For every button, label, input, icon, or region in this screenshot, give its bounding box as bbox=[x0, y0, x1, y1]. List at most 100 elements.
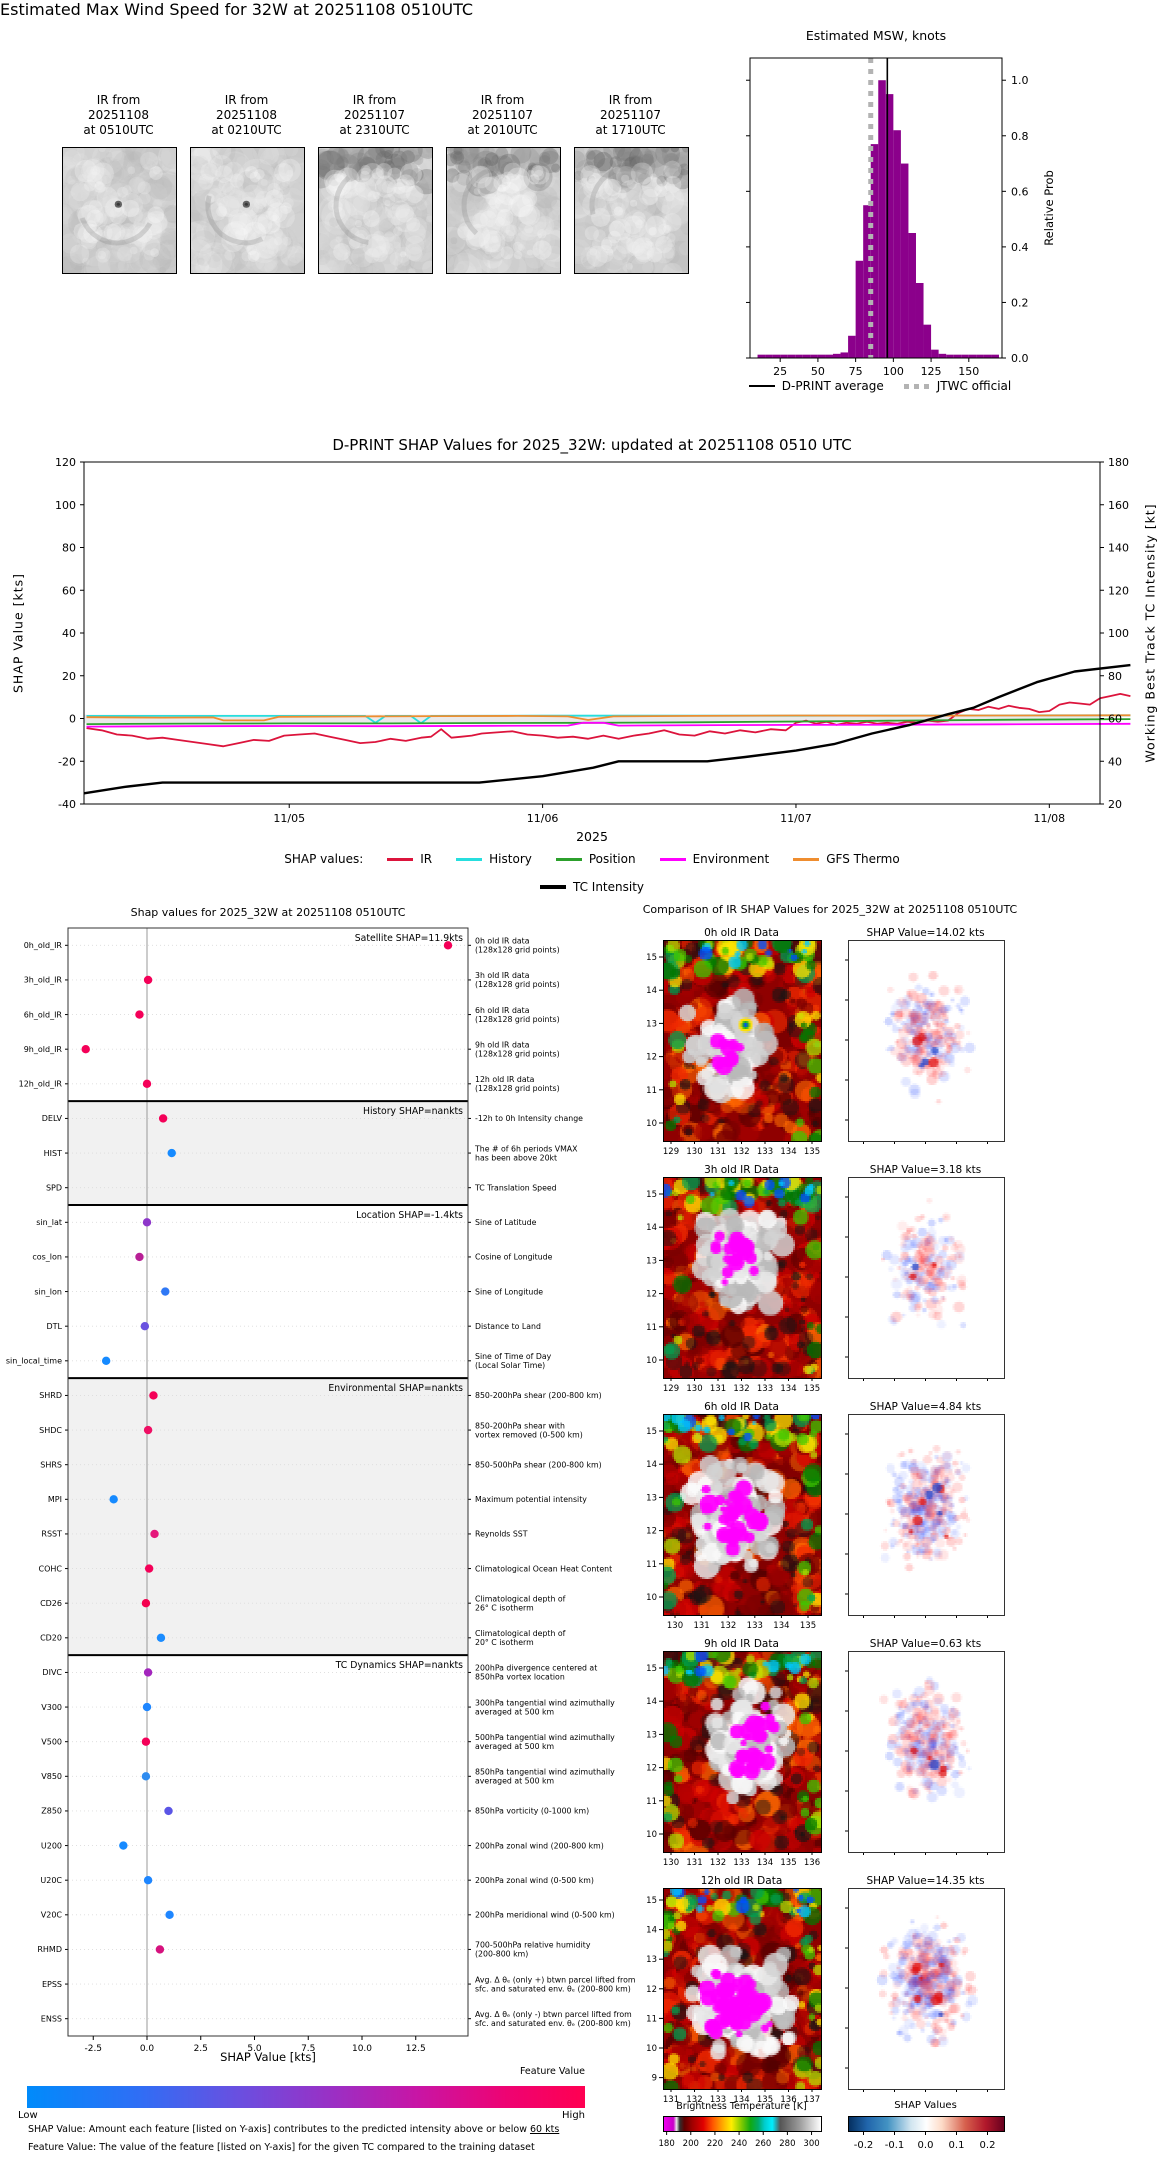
feature-description: vortex removed (0-500 km) bbox=[475, 1430, 583, 1439]
feature-label: DTL bbox=[46, 1322, 62, 1331]
shap-dot-V20C bbox=[165, 1910, 174, 1920]
ir-map-ytick-label: 12 bbox=[646, 1985, 657, 1995]
ir-map-xtick-label: 134 bbox=[757, 1858, 773, 1868]
ir-map-xtick-label: 134 bbox=[773, 1621, 789, 1631]
histogram-bar bbox=[772, 354, 781, 358]
legend-item-dprint-average: D-PRINT average bbox=[748, 379, 884, 393]
shap-map-image bbox=[848, 1651, 1005, 1853]
ir-map-xtick-label: 131 bbox=[710, 1384, 726, 1394]
jtwc-official-line-swatch bbox=[903, 383, 930, 389]
shap-map-image bbox=[848, 1177, 1005, 1379]
legend-item-Position: Position bbox=[555, 852, 636, 866]
histogram-bar bbox=[946, 354, 954, 358]
series-line-Environment bbox=[86, 721, 1131, 728]
feature-description: 200hPa zonal wind (0-500 km) bbox=[475, 1876, 594, 1885]
ir-comparison-title: Comparison of IR SHAP Values for 2025_32… bbox=[642, 903, 1018, 916]
shap-map-image bbox=[848, 940, 1005, 1142]
shap-map-title: SHAP Value=14.02 kts bbox=[866, 927, 984, 939]
shap-dot-Z850 bbox=[164, 1806, 173, 1816]
feature-description: 300hPa tangential wind azimuthally bbox=[475, 1698, 615, 1707]
histogram-bar bbox=[765, 354, 773, 358]
feature-description: -12h to 0h Intensity change bbox=[475, 1114, 583, 1123]
dotplot-xtick-label: 12.5 bbox=[406, 2044, 426, 2054]
feature-description: has been above 20kt bbox=[475, 1153, 557, 1162]
feature-description: (128x128 grid points) bbox=[475, 1084, 560, 1093]
shap-dot-DTL bbox=[140, 1321, 150, 1331]
bt-colorbar-tick-label: 200 bbox=[683, 2139, 699, 2149]
dotplot-xtick-label: 7.5 bbox=[301, 2044, 315, 2054]
feature-label: SHRS bbox=[40, 1460, 62, 1469]
ir-map-ytick-label: 15 bbox=[646, 1427, 657, 1437]
section-annotation: Environmental SHAP=nankts bbox=[328, 1383, 463, 1394]
featurevalue-colorbar-low-label: Low bbox=[18, 2110, 38, 2121]
feature-label: cos_lon bbox=[32, 1253, 62, 1262]
legend-item-Environment: Environment bbox=[659, 852, 769, 866]
ir-map-xtick-label: 137 bbox=[804, 2095, 820, 2105]
ir-thumb-label: IR from bbox=[97, 93, 141, 107]
feature-description: (200-800 km) bbox=[475, 1950, 528, 1959]
shap-dot-RHMD bbox=[155, 1945, 165, 1954]
ir-map-ytick-label: 15 bbox=[646, 1896, 657, 1906]
bt-colorbar-tick-label: 240 bbox=[731, 2139, 747, 2149]
feature-description: Sine of Time of Day bbox=[475, 1352, 552, 1361]
feature-description: 850-500hPa shear (200-800 km) bbox=[475, 1460, 602, 1469]
histogram-frame bbox=[749, 57, 1003, 359]
shap-dot-V850 bbox=[141, 1772, 151, 1781]
histogram-bar bbox=[900, 163, 909, 358]
ir-map-xtick-label: 132 bbox=[733, 1384, 749, 1394]
feature-label: EPSS bbox=[42, 1980, 62, 1989]
feature-description: Avg. Δ θₑ (only -) btwn parcel lifted fr… bbox=[475, 2010, 632, 2019]
legend-label: JTWC official bbox=[936, 379, 1012, 393]
dotplot-xtick-label: 0.0 bbox=[140, 2044, 155, 2054]
ir-thumb-label: 20251107 bbox=[472, 108, 533, 122]
feature-label: 9h_old_IR bbox=[24, 1045, 63, 1054]
timeseries-ytick-left: 100 bbox=[55, 499, 76, 512]
histogram-bar bbox=[976, 354, 984, 358]
histogram-bar bbox=[991, 354, 999, 358]
ir-thumb-label: IR from bbox=[609, 93, 653, 107]
timeseries-ytick-right: 120 bbox=[1108, 584, 1129, 597]
section-annotation: Location SHAP=-1.4kts bbox=[356, 1210, 463, 1221]
timeseries-ytick-right: 160 bbox=[1108, 499, 1129, 512]
ir-thumb-label: at 0510UTC bbox=[83, 123, 153, 137]
histogram-bar bbox=[817, 354, 826, 358]
ir-map-ytick-label: 14 bbox=[646, 1460, 657, 1470]
featurevalue-colorbar bbox=[27, 2086, 585, 2108]
ir-map-xtick-label: 133 bbox=[710, 2095, 726, 2105]
ir-map-xtick-label: 133 bbox=[757, 1147, 773, 1157]
feature-label: sin_lon bbox=[34, 1287, 62, 1296]
ir-map-xtick-label: 131 bbox=[710, 1147, 726, 1157]
histogram-bar bbox=[923, 324, 932, 358]
ir-map-xtick-label: 135 bbox=[757, 2095, 773, 2105]
feature-label: 0h_old_IR bbox=[24, 941, 63, 950]
timeseries-ytick-left: 60 bbox=[62, 584, 76, 597]
section-annotation: Satellite SHAP=11.9kts bbox=[355, 933, 463, 944]
ir-map-xtick-label: 134 bbox=[780, 1384, 796, 1394]
histogram-bar bbox=[848, 335, 856, 358]
timeseries-ytick-left: -20 bbox=[58, 755, 76, 768]
feature-description: (Local Solar Time) bbox=[475, 1361, 545, 1370]
shap-dot-SHDC bbox=[143, 1425, 153, 1435]
ir-map-xtick-label: 132 bbox=[733, 1147, 749, 1157]
ir-map-title: 0h old IR Data bbox=[704, 927, 779, 939]
histogram-bar bbox=[757, 354, 766, 358]
feature-description: 850hPa vorticity (0-1000 km) bbox=[475, 1807, 589, 1816]
dotplot-title: Shap values for 2025_32W at 20251108 051… bbox=[130, 906, 406, 919]
feature-label: RSST bbox=[41, 1530, 62, 1539]
ir-map-image bbox=[663, 1888, 822, 2090]
feature-description: 200hPa divergence centered at bbox=[475, 1664, 597, 1673]
histogram-bar bbox=[938, 353, 947, 358]
shap-dot-U20C bbox=[143, 1875, 153, 1885]
histogram-legend: D-PRINT average JTWC official bbox=[660, 379, 1100, 393]
shap-map-image bbox=[848, 1414, 1005, 1616]
ir-map-ytick-label: 14 bbox=[646, 986, 657, 996]
shap-dot-sin_lon bbox=[161, 1287, 170, 1296]
timeseries-ytick-left: 0 bbox=[69, 713, 76, 726]
shap-dot-cos_lon bbox=[135, 1252, 144, 1262]
histogram-title: Estimated MSW, knots bbox=[805, 28, 947, 43]
ir-map-xtick-label: 133 bbox=[757, 1384, 773, 1394]
ir-thumb-label: IR from bbox=[353, 93, 397, 107]
shap-dot-DELV bbox=[158, 1114, 168, 1123]
